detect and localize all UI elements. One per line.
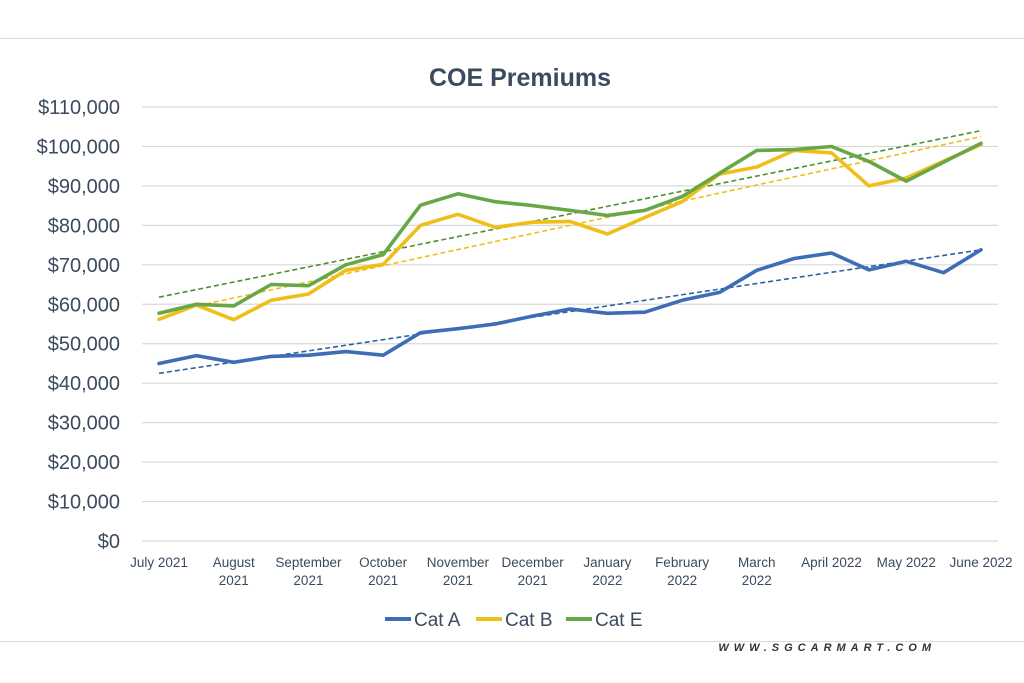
grid-lines — [142, 106, 998, 542]
legend: Cat A Cat B Cat E — [385, 610, 643, 631]
x-tick-label-line: October — [359, 555, 408, 570]
x-tick-label: July 2021 — [130, 555, 188, 570]
legend-label: Cat A — [414, 610, 461, 631]
series-line-cat-a — [157, 248, 983, 366]
x-tick-label-line: July 2021 — [130, 555, 188, 570]
x-tick-label-line: 2022 — [667, 573, 697, 588]
chart-frame — [0, 38, 1024, 642]
y-axis-ticks: $0 $10,000 $20,000 $30,000 $40,000 $50,000 $60… — [37, 97, 120, 553]
x-tick-label: November 2021 — [427, 555, 490, 588]
x-tick-label: April 2022 — [801, 555, 862, 570]
x-tick-label: September 2021 — [275, 555, 342, 588]
x-tick-label-line: December — [501, 555, 564, 570]
trendlines — [158, 129, 982, 375]
y-tick-label: $110,000 — [38, 97, 120, 119]
x-tick-label-line: June 2022 — [949, 555, 1012, 570]
x-axis-ticks: July 2021 August 2021 September 2021 October 2… — [130, 555, 1012, 588]
x-tick-label-line: 2022 — [592, 573, 622, 588]
x-tick-label: August 2021 — [213, 555, 255, 588]
trendline-cat-a — [158, 249, 982, 375]
x-tick-label: March 2022 — [738, 555, 776, 588]
x-tick-label-line: April 2022 — [801, 555, 862, 570]
x-tick-label-line: March — [738, 555, 776, 570]
x-tick-label-line: November — [427, 555, 490, 570]
y-tick-label: $0 — [98, 531, 120, 553]
y-tick-label: $80,000 — [48, 215, 120, 237]
trendline-cat-e — [158, 129, 982, 298]
x-tick-label: January 2022 — [583, 555, 631, 588]
y-tick-label: $40,000 — [48, 373, 120, 395]
x-tick-label: May 2022 — [877, 555, 936, 570]
x-tick-label-line: August — [213, 555, 255, 570]
legend-label: Cat B — [505, 610, 553, 631]
x-tick-label: October 2021 — [359, 555, 408, 588]
x-tick-label: June 2022 — [949, 555, 1012, 570]
series-line-cat-b — [157, 142, 983, 322]
series-line-cat-e — [157, 141, 983, 316]
y-tick-label: $50,000 — [48, 334, 120, 356]
y-tick-label: $100,000 — [37, 136, 120, 158]
x-tick-label-line: January — [583, 555, 631, 570]
x-tick-label-line: 2021 — [443, 573, 473, 588]
y-tick-label: $70,000 — [48, 255, 120, 277]
x-tick-label-line: 2021 — [293, 573, 323, 588]
chart-title: COE Premiums — [429, 64, 611, 92]
x-tick-label-line: September — [275, 555, 342, 570]
x-tick-label-line: February — [655, 555, 709, 570]
watermark: WWW.SGCARMART.COM — [718, 642, 936, 654]
x-tick-label-line: 2021 — [518, 573, 548, 588]
x-tick-label-line: 2021 — [368, 573, 398, 588]
y-tick-label: $10,000 — [48, 492, 120, 514]
x-tick-label-line: 2022 — [742, 573, 772, 588]
series-lines — [157, 141, 983, 366]
x-tick-label: December 2021 — [501, 555, 564, 588]
legend-label: Cat E — [595, 610, 643, 631]
x-tick-label-line: 2021 — [219, 573, 249, 588]
x-tick-label: February 2022 — [655, 555, 709, 588]
y-tick-label: $60,000 — [48, 294, 120, 316]
y-tick-label: $30,000 — [48, 413, 120, 435]
y-tick-label: $20,000 — [48, 452, 120, 474]
y-tick-label: $90,000 — [48, 176, 120, 198]
x-tick-label-line: May 2022 — [877, 555, 936, 570]
